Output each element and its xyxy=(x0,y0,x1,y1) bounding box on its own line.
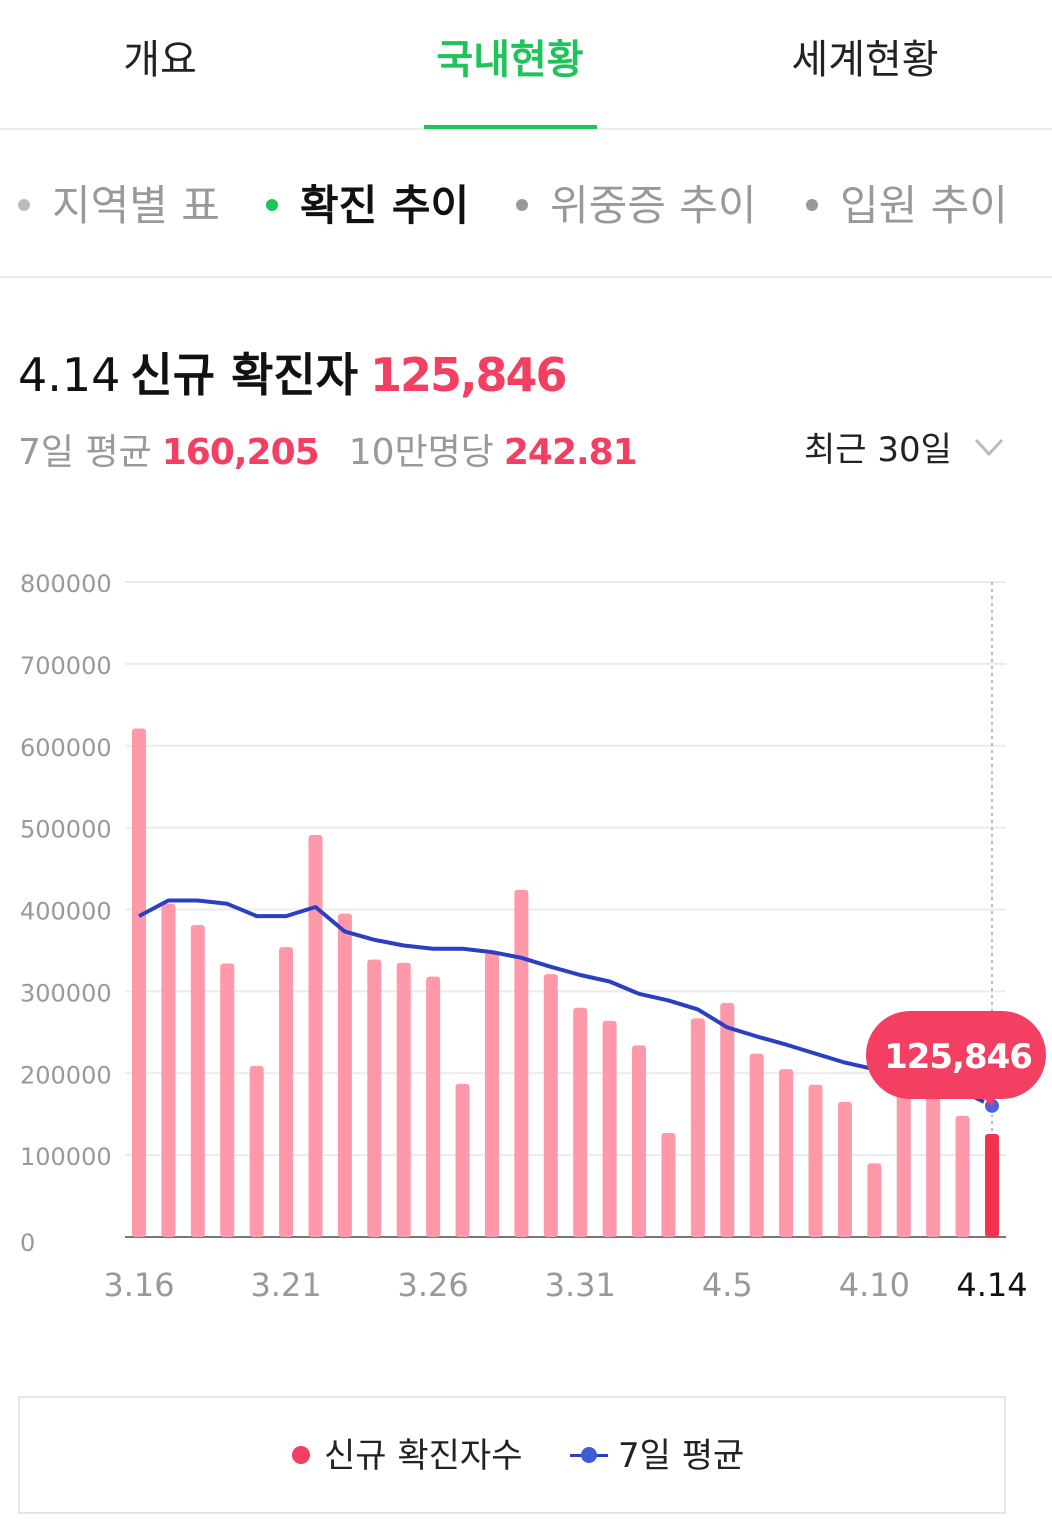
subtab-critical-trend[interactable]: 위중증 추이 xyxy=(516,178,757,234)
y-tick-label: 0 xyxy=(20,1229,35,1257)
legend-dot-icon xyxy=(292,1445,310,1464)
bar xyxy=(926,1077,941,1237)
bar xyxy=(808,1084,823,1237)
bar xyxy=(690,1018,705,1237)
x-tick-label: 4.10 xyxy=(839,1266,910,1304)
x-tick-label: 3.31 xyxy=(545,1266,616,1304)
x-tick-label: 3.26 xyxy=(398,1266,469,1304)
headline: 4.14 신규 확진자 125,846 xyxy=(18,340,568,410)
legend-line-icon xyxy=(570,1446,608,1464)
tooltip-bubble xyxy=(866,1011,1046,1099)
confirmed-cases-chart: 0 100000 200000 300000 400000 500000 600000 700… xyxy=(20,570,1046,1304)
bar xyxy=(779,1069,794,1237)
bar xyxy=(543,974,558,1237)
bar xyxy=(573,1007,588,1237)
y-tick-label: 400000 xyxy=(20,898,112,926)
y-tick-label: 200000 xyxy=(20,1061,112,1089)
legend-item-bars[interactable]: 신규 확진자수 xyxy=(292,1428,523,1484)
subtab-region-table[interactable]: 지역별 표 xyxy=(18,178,220,234)
top-tab-bar: 개요 국내현황 세계현황 xyxy=(0,0,1052,130)
bar xyxy=(190,925,205,1237)
average-line xyxy=(138,898,993,1108)
bar xyxy=(220,963,235,1237)
subtab-label: 확진 추이 xyxy=(300,181,470,230)
legend: 신규 확진자수 7일 평균 xyxy=(18,1396,1006,1514)
bar xyxy=(955,1115,970,1237)
subtab-label: 지역별 표 xyxy=(52,181,220,230)
bar xyxy=(720,1002,735,1237)
bar xyxy=(308,834,323,1237)
y-tick-label: 100000 xyxy=(20,1143,112,1171)
tab-world[interactable]: 세계현황 xyxy=(791,37,939,83)
bar xyxy=(602,1020,617,1237)
bar xyxy=(279,947,294,1237)
per-value: 242.81 xyxy=(503,432,638,473)
bar xyxy=(985,1133,999,1237)
legend-label: 7일 평균 xyxy=(618,1436,745,1476)
bar xyxy=(632,1045,647,1237)
legend-item-line[interactable]: 7일 평균 xyxy=(570,1428,744,1484)
avg-value: 160,205 xyxy=(161,432,320,473)
bar xyxy=(749,1053,764,1237)
bar xyxy=(514,889,529,1237)
bar xyxy=(455,1083,470,1237)
bar xyxy=(661,1133,676,1237)
range-selector[interactable]: 최근 30일 xyxy=(804,430,952,470)
bar xyxy=(249,1065,264,1237)
bar xyxy=(837,1101,852,1237)
bar xyxy=(426,976,441,1237)
bar xyxy=(161,903,176,1237)
bullet-icon xyxy=(516,198,528,211)
tooltip-value: 125,846 xyxy=(884,1037,1032,1077)
y-tick-label: 500000 xyxy=(20,816,112,844)
active-tab-indicator xyxy=(424,125,597,129)
bullet-icon xyxy=(266,198,278,211)
avg-label: 7일 평균 xyxy=(18,432,152,473)
legend-label: 신규 확진자수 xyxy=(324,1436,523,1476)
bullet-icon xyxy=(18,198,30,211)
tab-domestic[interactable]: 국내현황 xyxy=(436,37,584,83)
bar xyxy=(132,728,146,1237)
x-tick-label: 4.14 xyxy=(956,1266,1027,1304)
y-tick-label: 300000 xyxy=(20,979,112,1007)
bar xyxy=(367,959,382,1237)
subtab-label: 위중증 추이 xyxy=(550,181,757,230)
x-tick-label: 3.16 xyxy=(103,1266,174,1304)
chevron-down-icon[interactable] xyxy=(974,436,1004,460)
subtab-hospital-trend[interactable]: 입원 추이 xyxy=(806,178,1008,234)
bar xyxy=(896,1065,911,1237)
sub-stats: 7일 평균 160,205 10만명당 242.81 xyxy=(18,425,638,481)
subtab-confirmed-trend[interactable]: 확진 추이 xyxy=(266,178,469,234)
bar xyxy=(484,952,499,1237)
y-tick-label: 800000 xyxy=(20,570,112,598)
headline-date: 4.14 xyxy=(18,348,121,402)
y-tick-label: 600000 xyxy=(20,734,112,762)
sub-tab-bar: 지역별 표 확진 추이 위중증 추이 입원 추이 xyxy=(0,130,1052,278)
bar xyxy=(396,962,411,1237)
bar xyxy=(867,1163,882,1237)
headline-value: 125,846 xyxy=(370,348,568,402)
y-tick-label: 700000 xyxy=(20,652,112,680)
x-tick-label: 3.21 xyxy=(250,1266,321,1304)
bar xyxy=(337,913,352,1237)
bullet-icon xyxy=(806,198,818,211)
per-label: 10만명당 xyxy=(348,432,494,473)
subtab-label: 입원 추이 xyxy=(840,181,1008,230)
headline-label: 신규 확진자 xyxy=(130,348,359,402)
x-tick-label: 4.5 xyxy=(702,1266,753,1304)
tab-overview[interactable]: 개요 xyxy=(123,37,197,83)
